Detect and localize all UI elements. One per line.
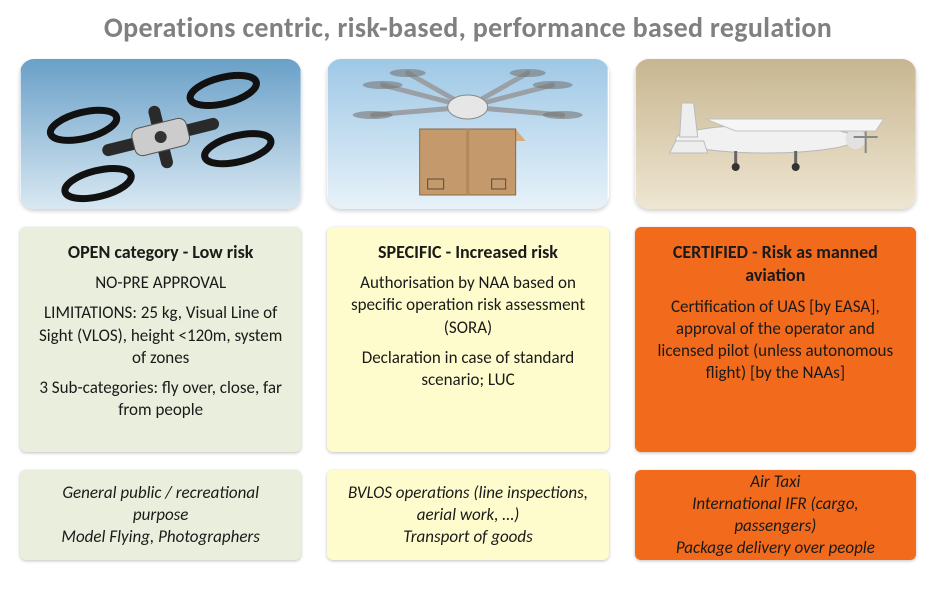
open-body-line: 3 Sub-categories: fly over, close, far f… xyxy=(36,377,285,421)
specific-image xyxy=(327,59,608,209)
open-example-line: General public / recreational purpose xyxy=(36,482,285,526)
certified-example-line: International IFR (cargo, passengers) xyxy=(651,493,900,537)
certified-image xyxy=(635,59,916,209)
specific-heading: SPECIFIC - Increased risk xyxy=(343,241,592,264)
delivery-drone-icon xyxy=(327,59,608,209)
quadcopter-icon xyxy=(20,59,301,209)
certified-example-line: Air Taxi xyxy=(651,471,900,493)
fixed-wing-uav-icon xyxy=(635,59,916,209)
open-body-line: LIMITATIONS: 25 kg, Visual Line of Sight… xyxy=(36,302,285,368)
specific-body-line: Authorisation by NAA based on specific o… xyxy=(343,272,592,338)
open-example-line: Model Flying, Photographers xyxy=(36,526,285,548)
certified-body-line: Certification of UAS [by EASA], approval… xyxy=(651,296,900,384)
certified-example-line: Package delivery over people xyxy=(651,537,900,559)
open-examples: General public / recreational purpose Mo… xyxy=(20,470,301,560)
open-heading: OPEN category - Low risk xyxy=(36,241,285,264)
page-title: Operations centric, risk-based, performa… xyxy=(20,10,916,45)
category-grid: OPEN category - Low risk NO-PRE APPROVAL… xyxy=(20,59,916,560)
specific-example-line: Transport of goods xyxy=(343,526,592,548)
specific-description: SPECIFIC - Increased risk Authorisation … xyxy=(327,227,608,452)
open-body-line: NO-PRE APPROVAL xyxy=(36,272,285,294)
specific-examples: BVLOS operations (line inspections, aeri… xyxy=(327,470,608,560)
specific-body-line: Declaration in case of standard scenario… xyxy=(343,347,592,391)
open-description: OPEN category - Low risk NO-PRE APPROVAL… xyxy=(20,227,301,452)
certified-description: CERTIFIED - Risk as manned aviation Cert… xyxy=(635,227,916,452)
certified-examples: Air Taxi International IFR (cargo, passe… xyxy=(635,470,916,560)
specific-example-line: BVLOS operations (line inspections, aeri… xyxy=(343,482,592,526)
certified-heading: CERTIFIED - Risk as manned aviation xyxy=(651,241,900,288)
open-image xyxy=(20,59,301,209)
